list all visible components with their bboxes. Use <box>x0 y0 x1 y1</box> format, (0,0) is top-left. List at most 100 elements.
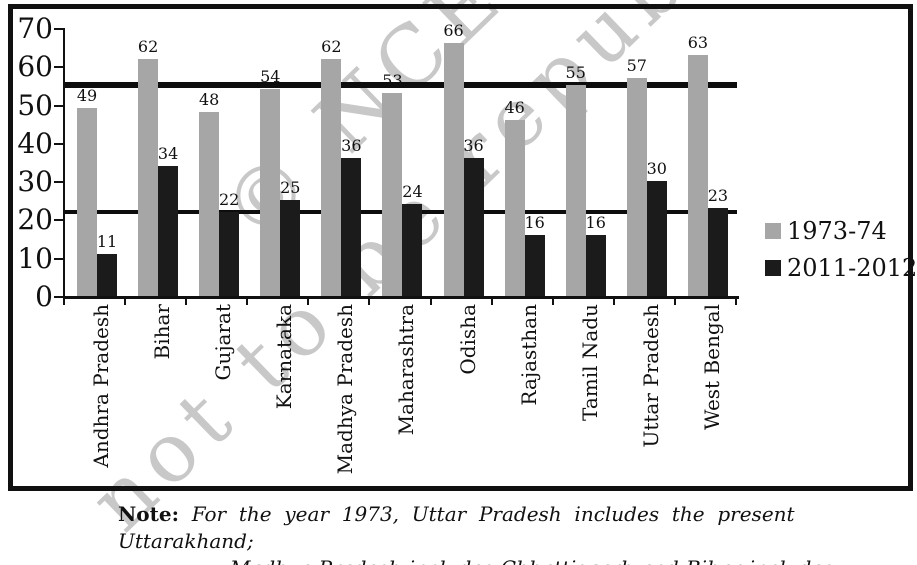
legend-label-1973-74: 1973-74 <box>787 217 887 245</box>
value-label-1973-74-rajasthan: 46 <box>504 97 525 117</box>
value-label-2011-2012-gujarat: 22 <box>218 189 240 209</box>
category-label-bihar: Bihar <box>150 304 175 360</box>
bar-2011-2012-madhya-pradesh <box>341 158 362 296</box>
note-text-line-1: For the year 1973, Uttar Pradesh include… <box>118 502 795 553</box>
bar-1973-74-uttar-pradesh <box>626 77 647 296</box>
y-tick-10 <box>54 257 63 260</box>
bar-1973-74-maharashtra <box>382 93 403 296</box>
bar-2011-2012-west-bengal <box>707 207 728 296</box>
x-tick-2 <box>185 296 188 305</box>
bar-2011-2012-karnataka <box>280 200 301 296</box>
category-label-andhra-pradesh: Andhra Pradesh <box>89 304 113 468</box>
value-label-2011-2012-west-bengal: 23 <box>707 185 729 205</box>
bar-1973-74-bihar <box>138 58 159 296</box>
value-label-2011-2012-andhra-pradesh: 11 <box>96 231 118 251</box>
category-label-odisha: Odisha <box>455 304 480 375</box>
y-tick-30 <box>54 181 63 184</box>
chart-frame: 0 10 20 30 40 50 60 70 49 11 Andhra Pradesh 62 34 Bih… <box>8 4 917 491</box>
note-text-line-2: Madhya Pradesh includes Chhattisgarh and… <box>230 555 838 565</box>
category-label-tamil-nadu: Tamil Nadu <box>577 304 602 421</box>
legend-swatch-1973-74 <box>765 223 781 239</box>
bar-1973-74-odisha <box>443 43 464 296</box>
category-label-maharashtra: Maharashtra <box>394 304 419 436</box>
y-tick-20 <box>54 219 63 222</box>
y-tick-40 <box>54 142 63 145</box>
category-label-west-bengal: West Bengal <box>699 304 724 430</box>
value-label-1973-74-tamil-nadu: 55 <box>565 63 586 83</box>
note: Note: For the year 1973, Uttar Pradesh i… <box>118 501 838 565</box>
bar-2011-2012-gujarat <box>219 211 240 296</box>
y-tick-label-60: 60 <box>17 50 53 84</box>
category-label-gujarat: Gujarat <box>211 304 236 381</box>
x-tick-9 <box>612 296 615 305</box>
y-tick-label-10: 10 <box>17 241 53 275</box>
x-tick-7 <box>490 296 493 305</box>
bar-2011-2012-rajasthan <box>524 234 545 296</box>
value-label-1973-74-madhya-pradesh: 62 <box>321 36 342 56</box>
bar-1973-74-west-bengal <box>687 54 708 296</box>
legend-swatch-2011-2012 <box>765 260 781 276</box>
y-tick-label-50: 50 <box>17 88 53 122</box>
bar-1973-74-gujarat <box>199 112 220 296</box>
x-tick-6 <box>429 296 432 305</box>
value-label-1973-74-karnataka: 54 <box>260 67 281 87</box>
y-tick-label-30: 30 <box>17 165 53 199</box>
value-label-1973-74-west-bengal: 63 <box>687 32 709 52</box>
y-tick-50 <box>54 104 63 107</box>
value-label-1973-74-odisha: 66 <box>443 21 464 41</box>
y-tick-70 <box>54 28 63 30</box>
value-label-1973-74-bihar: 62 <box>137 36 159 56</box>
bar-1973-74-andhra-pradesh <box>77 108 97 296</box>
category-label-uttar-pradesh: Uttar Pradesh <box>638 304 663 448</box>
bar-1973-74-karnataka <box>260 89 281 296</box>
x-axis-line <box>63 296 739 299</box>
bar-2011-2012-maharashtra <box>402 204 423 296</box>
value-label-2011-2012-tamil-nadu: 16 <box>585 212 606 232</box>
bar-2011-2012-bihar <box>158 165 179 296</box>
y-tick-label-70: 70 <box>17 12 53 45</box>
y-tick-60 <box>54 66 63 69</box>
value-label-1973-74-uttar-pradesh: 57 <box>626 55 647 75</box>
bar-1973-74-madhya-pradesh <box>321 58 342 296</box>
x-tick-11 <box>735 296 737 305</box>
bar-2011-2012-tamil-nadu <box>585 234 606 296</box>
legend: 1973-74 2011-2012 <box>765 216 917 290</box>
x-tick-4 <box>307 296 310 305</box>
x-tick-5 <box>368 296 371 305</box>
value-label-1973-74-gujarat: 48 <box>198 90 220 110</box>
bar-1973-74-rajasthan <box>504 119 525 296</box>
value-label-2011-2012-bihar: 34 <box>157 143 179 163</box>
value-label-2011-2012-maharashtra: 24 <box>402 182 423 202</box>
bar-2011-2012-odisha <box>463 158 484 296</box>
y-tick-0 <box>54 296 63 298</box>
bar-1973-74-tamil-nadu <box>565 85 586 296</box>
chart-plot-area: 0 10 20 30 40 50 60 70 49 11 Andhra Pradesh 62 34 Bih… <box>13 9 908 486</box>
category-label-karnataka: Karnataka <box>272 304 297 410</box>
value-label-2011-2012-odisha: 36 <box>463 136 484 156</box>
bar-2011-2012-andhra-pradesh <box>97 253 117 296</box>
x-tick-0 <box>63 296 65 305</box>
value-label-2011-2012-madhya-pradesh: 36 <box>341 136 362 156</box>
category-label-rajasthan: Rajasthan <box>516 304 541 406</box>
legend-label-2011-2012: 2011-2012 <box>787 254 917 282</box>
y-tick-label-0: 0 <box>35 280 53 313</box>
x-tick-10 <box>673 296 676 305</box>
value-label-2011-2012-karnataka: 25 <box>280 178 301 198</box>
legend-item-2011-2012: 2011-2012 <box>765 253 917 283</box>
value-label-2011-2012-uttar-pradesh: 30 <box>646 159 667 179</box>
value-label-1973-74-andhra-pradesh: 49 <box>76 86 98 106</box>
y-axis-line <box>63 28 65 299</box>
x-tick-8 <box>551 296 554 305</box>
y-tick-label-20: 20 <box>17 203 53 237</box>
bar-2011-2012-uttar-pradesh <box>646 181 667 296</box>
reference-line-55 <box>65 82 737 89</box>
note-label: Note: <box>118 502 179 526</box>
x-tick-3 <box>246 296 249 305</box>
value-label-2011-2012-rajasthan: 16 <box>524 212 545 232</box>
x-tick-1 <box>124 296 127 305</box>
value-label-1973-74-maharashtra: 53 <box>382 71 403 91</box>
y-tick-label-40: 40 <box>17 126 53 160</box>
legend-item-1973-74: 1973-74 <box>765 216 917 246</box>
category-label-madhya-pradesh: Madhya Pradesh <box>333 304 358 475</box>
